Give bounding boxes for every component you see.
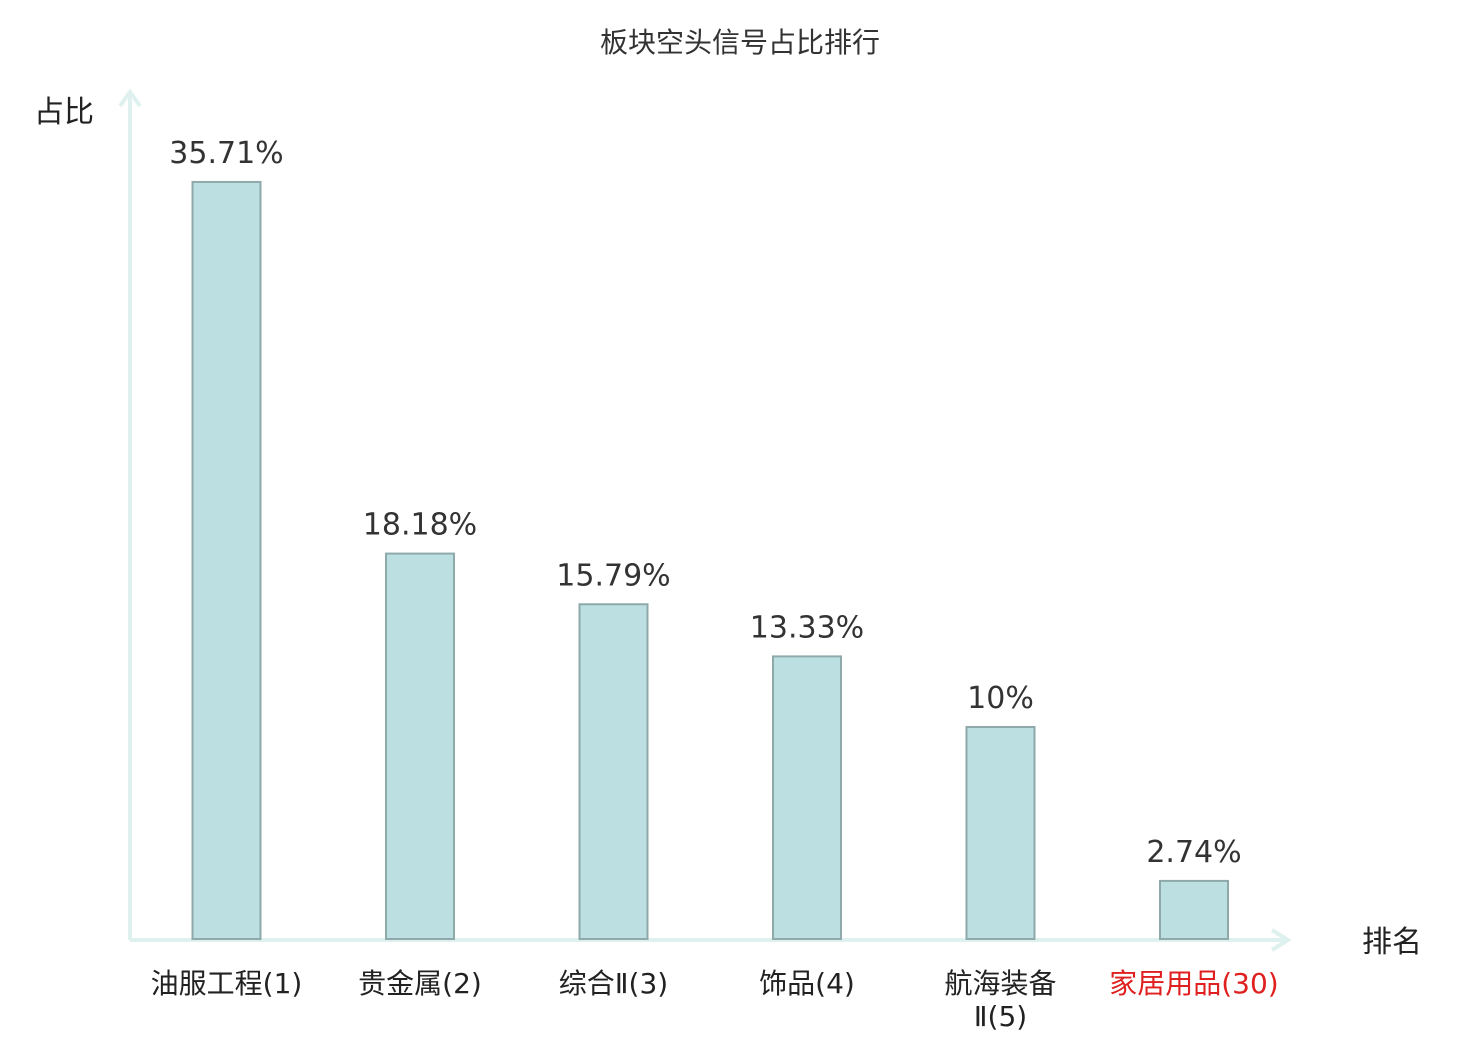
category-label-2: 贵金属(2) <box>358 967 482 1000</box>
x-axis-label: 排名 <box>1362 925 1422 960</box>
x-axis-arrow <box>1270 928 1292 952</box>
bar-6 <box>1159 879 1229 940</box>
category-label-1: 油服工程(1) <box>151 967 303 1000</box>
value-labels-group: 35.71% 18.18% 15.79% 13.33% 10% 2.74% <box>169 136 1241 870</box>
bar-4 <box>772 655 842 940</box>
bar-5 <box>965 726 1036 940</box>
chart-title: 板块空头信号占比排行 <box>600 26 880 59</box>
value-label-4: 13.33% <box>750 610 864 645</box>
value-label-1: 35.71% <box>169 136 283 171</box>
y-axis-label: 占比 <box>34 95 94 130</box>
value-label-5: 10% <box>967 681 1034 716</box>
bar-2 <box>385 552 455 940</box>
value-label-6: 2.74% <box>1146 835 1241 870</box>
category-label-5-line-1: 航海装备 <box>944 967 1056 1000</box>
category-label-4: 饰品(4) <box>759 967 855 1000</box>
bar-3 <box>578 603 649 940</box>
y-axis-arrow <box>118 88 142 108</box>
category-label-5-line-2: Ⅱ(5) <box>974 1000 1027 1033</box>
value-label-3: 15.79% <box>556 558 670 593</box>
bars-group <box>191 180 1229 940</box>
category-label-6: 家居用品(30) <box>1109 967 1278 1000</box>
bar-1 <box>191 180 262 940</box>
value-label-2: 18.18% <box>363 508 477 543</box>
category-label-3: 综合Ⅱ(3) <box>559 967 668 1000</box>
